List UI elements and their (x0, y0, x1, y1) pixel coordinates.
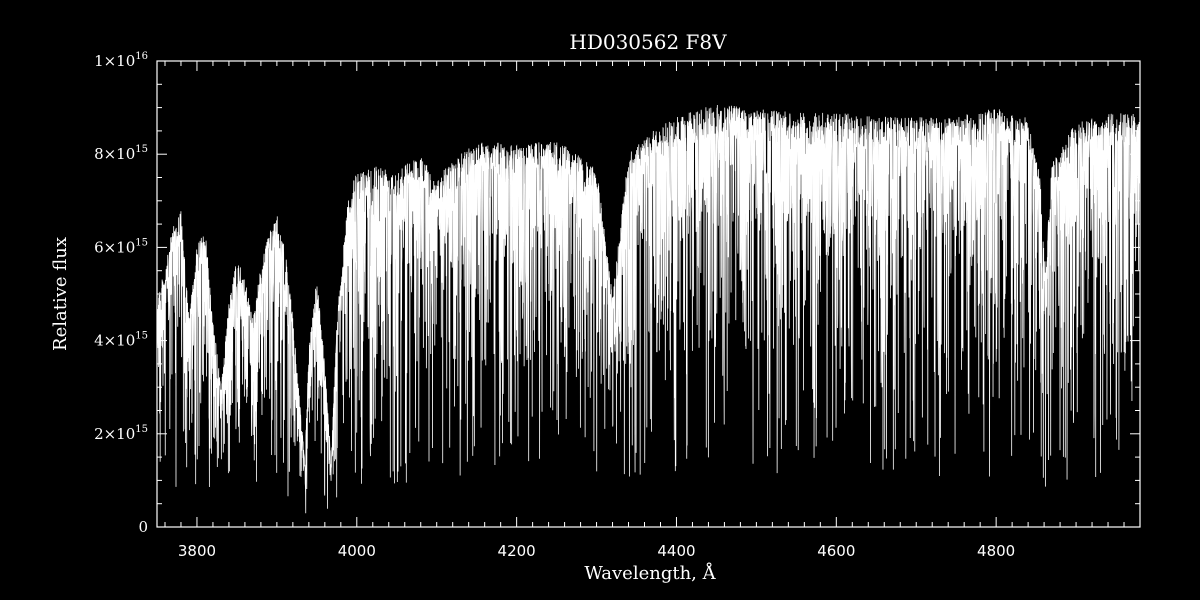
spectrum-line (156, 105, 1141, 514)
y-tick-label: 4×1015 (94, 331, 148, 350)
y-tick-label: 8×1015 (94, 144, 148, 163)
x-tick-label: 4600 (817, 542, 855, 560)
spectrum-series (156, 105, 1141, 514)
y-tick-label: 1×1016 (94, 51, 148, 70)
y-tick-label: 2×1015 (94, 424, 148, 443)
y-axis: 0 2×1015 4×1015 6×1015 8×1015 1×1016 (94, 51, 1140, 536)
chart-title: HD030562 F8V (569, 30, 727, 54)
y-tick-label: 0 (138, 518, 148, 536)
x-tick-label: 4000 (338, 542, 376, 560)
x-tick-label: 4400 (657, 542, 695, 560)
y-tick-label: 6×1015 (94, 237, 148, 256)
x-tick-label: 4200 (498, 542, 536, 560)
x-tick-label: 3800 (178, 542, 216, 560)
x-axis-label: Wavelength, Å (584, 562, 716, 584)
x-tick-label: 4800 (977, 542, 1015, 560)
y-axis-label: Relative flux (50, 237, 71, 351)
x-axis: 3800 4000 4200 4400 4600 4800 (164, 61, 1141, 560)
